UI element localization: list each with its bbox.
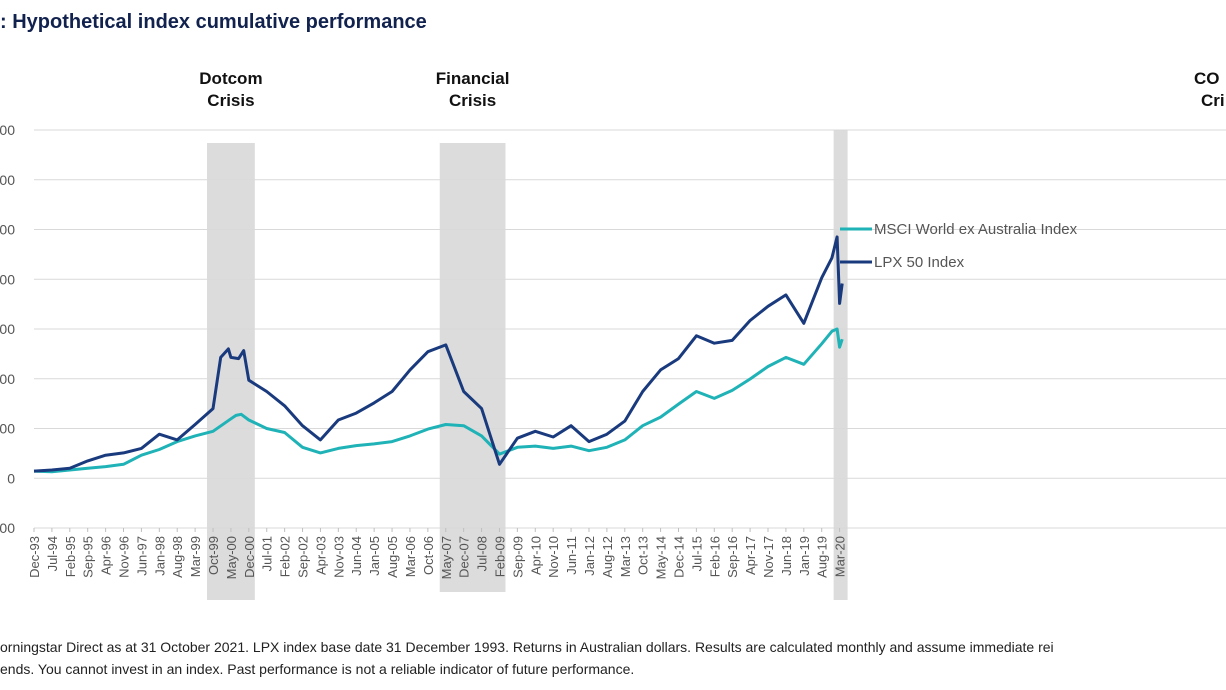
x-tick-label: Aug-98 [170, 536, 185, 578]
x-tick-label: Oct-06 [421, 536, 436, 575]
x-tick-label: Nov-96 [117, 536, 132, 578]
x-tick-label: Feb-02 [278, 536, 293, 577]
x-tick-label: Sep-02 [296, 536, 311, 578]
crisis-label-2-line-1: Financial [436, 69, 510, 88]
x-tick-label: Jan-12 [582, 536, 597, 576]
x-tick-label: Jan-19 [797, 536, 812, 576]
x-tick-label: Jan-98 [152, 536, 167, 576]
x-tick-label: Oct-99 [206, 536, 221, 575]
x-tick-label: May-00 [224, 536, 239, 579]
x-tick-label: Feb-16 [707, 536, 722, 577]
y-tick-label: 00 [0, 520, 15, 536]
x-tick-label: Feb-95 [63, 536, 78, 577]
x-tick-label: Nov-03 [331, 536, 346, 578]
x-axis-ticks: Dec-93 Jul-94 Feb-95 Sep-95 Apr-96 Nov-96 Jun-… [27, 528, 848, 579]
x-tick-label: Jun-18 [779, 536, 794, 576]
x-tick-label: Oct-13 [636, 536, 651, 575]
crisis-label-1-line-2: Crisis [207, 91, 254, 110]
chart-title: : Hypothetical index cumulative performa… [0, 11, 427, 33]
y-tick-label: 00 [0, 321, 15, 337]
crisis-label-3-line-1: CO [1194, 69, 1220, 88]
shaded-periods [207, 130, 848, 600]
x-tick-label: Nov-17 [761, 536, 776, 578]
x-tick-label: Apr-96 [99, 536, 114, 575]
x-tick-label: Jun-04 [349, 536, 364, 576]
shaded-period-3 [833, 130, 848, 600]
x-tick-label: Apr-03 [313, 536, 328, 575]
x-tick-label: May-07 [439, 536, 454, 579]
legend: MSCI World ex Australia Index LPX 50 Inde… [840, 221, 1078, 271]
series-line-2 [33, 235, 844, 473]
x-tick-label: Aug-12 [600, 536, 615, 578]
x-tick-label: Jul-15 [689, 536, 704, 571]
crisis-labels: Dotcom Crisis Financial Crisis CO Cri [199, 69, 1224, 110]
legend-label-2: LPX 50 Index [874, 254, 965, 271]
y-tick-label: 00 [0, 172, 15, 188]
x-tick-label: May-14 [654, 536, 669, 579]
x-tick-label: Jun-97 [134, 536, 149, 576]
x-tick-label: Aug-19 [815, 536, 830, 578]
x-tick-label: Mar-13 [618, 536, 633, 577]
x-tick-label: Jun-11 [564, 536, 579, 575]
y-tick-label: 00 [0, 122, 15, 138]
x-tick-label: Dec-14 [671, 536, 686, 578]
x-tick-label: Nov-10 [546, 536, 561, 578]
x-tick-label: Dec-07 [457, 536, 472, 578]
x-tick-label: Sep-16 [725, 536, 740, 578]
y-tick-label: 0 [7, 470, 15, 486]
y-tick-label: 00 [0, 421, 15, 437]
y-tick-label: 00 [0, 222, 15, 238]
x-tick-label: Jul-08 [475, 536, 490, 571]
x-tick-label: Dec-00 [242, 536, 257, 578]
y-tick-label: 00 [0, 371, 15, 387]
x-tick-label: Feb-09 [492, 536, 507, 577]
footnote-line-1: orningstar Direct as at 31 October 2021.… [0, 639, 1054, 655]
x-tick-label: Jul-94 [45, 536, 60, 571]
crisis-label-3-line-2: Cri [1201, 91, 1225, 110]
legend-label-1: MSCI World ex Australia Index [874, 221, 1078, 238]
crisis-label-1-line-1: Dotcom [199, 69, 262, 88]
x-tick-label: Mar-99 [188, 536, 203, 577]
footnote: orningstar Direct as at 31 October 2021.… [0, 636, 1226, 680]
x-tick-label: Jul-01 [260, 536, 275, 571]
x-tick-label: Sep-09 [510, 536, 525, 578]
gridlines [34, 129, 1226, 529]
y-tick-label: 00 [0, 271, 15, 287]
x-tick-label: Apr-17 [743, 536, 758, 575]
x-tick-label: Dec-93 [27, 536, 42, 578]
series-line-1 [33, 327, 844, 474]
footnote-line-2: ends. You cannot invest in an index. Pas… [0, 661, 635, 677]
crisis-label-2-line-2: Crisis [449, 91, 496, 110]
x-tick-label: Sep-95 [81, 536, 96, 578]
shaded-period-2 [439, 143, 506, 592]
x-tick-label: Apr-10 [528, 536, 543, 575]
x-tick-label: Mar-20 [833, 536, 848, 577]
x-tick-label: Jan-05 [367, 536, 382, 576]
x-tick-label: Mar-06 [403, 536, 418, 577]
x-tick-label: Aug-05 [385, 536, 400, 578]
series-lines [33, 235, 844, 474]
